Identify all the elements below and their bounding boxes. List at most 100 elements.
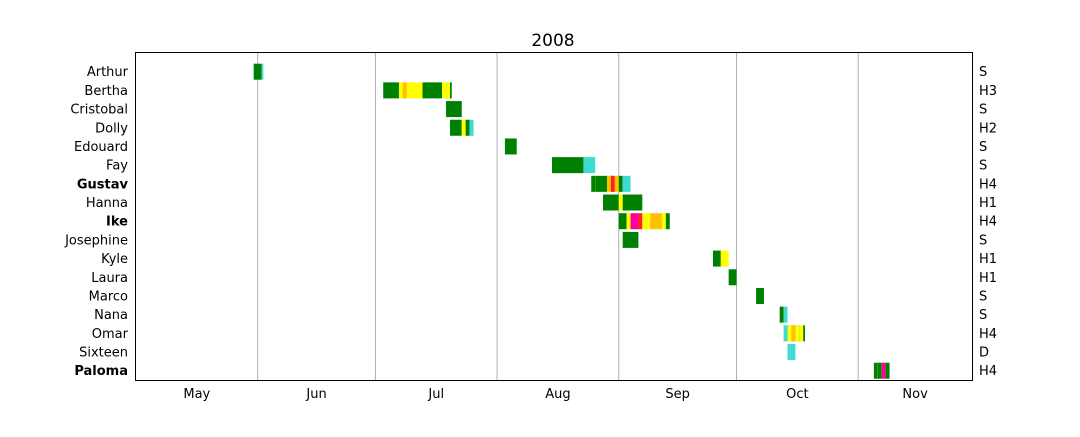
- storm-name-label: Fay: [106, 159, 128, 174]
- storm-category-label: H4: [979, 327, 997, 342]
- storm-category-label: S: [979, 289, 987, 304]
- storm-category-label: S: [979, 65, 987, 80]
- storm-segment: [606, 175, 611, 192]
- storm-name-label: Gustav: [77, 177, 129, 192]
- storm-segment: [618, 213, 627, 230]
- storm-name-label: Dolly: [95, 121, 128, 136]
- storm-name-label: Edouard: [74, 140, 128, 155]
- storm-category-label: S: [979, 103, 987, 118]
- storm-segment: [783, 325, 788, 342]
- storm-segment: [622, 175, 631, 192]
- storm-name-label: Laura: [91, 271, 128, 286]
- storm-segment: [779, 306, 784, 323]
- month-label: Jun: [305, 387, 326, 402]
- storm-segment: [665, 213, 670, 230]
- storm-segment: [650, 213, 662, 230]
- storm-name-label: Cristobal: [70, 103, 128, 118]
- storm-category-label: H3: [979, 84, 997, 99]
- storm-segment: [618, 175, 623, 192]
- storm-segment: [449, 119, 462, 136]
- storm-segment: [720, 250, 729, 267]
- storm-segment: [442, 82, 447, 99]
- storm-segment: [402, 82, 407, 99]
- storm-name-label: Bertha: [84, 84, 128, 99]
- storm-category-label: D: [979, 346, 989, 361]
- storm-category-label: H2: [979, 121, 997, 136]
- storm-segment: [661, 213, 666, 230]
- storm-name-label: Omar: [92, 327, 129, 342]
- storm-segment: [881, 362, 886, 379]
- storm-name-label: Hanna: [86, 196, 128, 211]
- month-label: Nov: [902, 387, 928, 402]
- storm-segment: [610, 175, 615, 192]
- storm-segment: [873, 362, 878, 379]
- storm-segment: [618, 194, 623, 211]
- storm-segment: [626, 213, 631, 230]
- storm-category-label: H4: [979, 215, 997, 230]
- storm-segment: [728, 269, 737, 286]
- month-label: Oct: [786, 387, 808, 402]
- storm-segment: [410, 82, 423, 99]
- storm-segment: [504, 138, 517, 155]
- storm-segment: [449, 82, 452, 99]
- storm-segment: [446, 101, 462, 118]
- storm-segment: [446, 82, 450, 99]
- storm-segment: [261, 63, 264, 80]
- storm-segment: [583, 157, 596, 174]
- storm-bars: [253, 63, 890, 379]
- month-label: Jul: [427, 387, 444, 402]
- storm-segment: [465, 119, 470, 136]
- gridlines: [257, 53, 859, 381]
- storm-segment: [787, 344, 796, 361]
- storm-segment: [799, 325, 804, 342]
- storm-category-label: S: [979, 233, 987, 248]
- storm-category-label: S: [979, 159, 987, 174]
- month-label: Sep: [665, 387, 690, 402]
- storm-category-label: H4: [979, 177, 997, 192]
- storm-category-label: S: [979, 140, 987, 155]
- storm-segment: [787, 325, 792, 342]
- storm-segment: [552, 157, 584, 174]
- storm-segment: [406, 82, 411, 99]
- storm-segment: [591, 175, 596, 192]
- storm-segment: [461, 119, 466, 136]
- storm-name-label: Josephine: [64, 233, 128, 248]
- month-label: May: [183, 387, 210, 402]
- storm-segment: [398, 82, 403, 99]
- storm-segment: [638, 213, 643, 230]
- storm-name-label: Sixteen: [79, 346, 128, 361]
- storm-name-label: Marco: [89, 289, 128, 304]
- chart-title: 2008: [531, 31, 574, 51]
- y-axis-left-labels: Arthur Bertha Cristobal Dolly Edouard Fay Gust…: [64, 65, 129, 379]
- storm-segment: [595, 175, 607, 192]
- plot-area-frame: [135, 52, 973, 381]
- storm-category-label: H1: [979, 252, 997, 267]
- storm-segment: [712, 250, 721, 267]
- storm-segment: [877, 362, 882, 379]
- storm-segment: [885, 362, 890, 379]
- storm-name-label: Kyle: [101, 252, 128, 267]
- storm-segment: [791, 325, 796, 342]
- storm-segment: [622, 194, 643, 211]
- storm-segment: [630, 213, 639, 230]
- storm-segment: [642, 213, 651, 230]
- storm-category-label: H1: [979, 196, 997, 211]
- storm-category-label: H1: [979, 271, 997, 286]
- storm-segment: [622, 231, 639, 248]
- storm-name-label: Arthur: [87, 65, 129, 80]
- storm-segment: [756, 287, 764, 304]
- storm-segment: [383, 82, 399, 99]
- x-axis-month-labels: May Jun Jul Aug Sep Oct Nov: [183, 387, 928, 402]
- storm-name-label: Nana: [94, 308, 128, 323]
- storm-name-label: Ike: [106, 215, 128, 230]
- storm-segment: [422, 82, 443, 99]
- storm-name-label: Paloma: [74, 364, 128, 379]
- storm-segment: [253, 63, 262, 80]
- storm-segment: [783, 306, 788, 323]
- storm-category-label: H4: [979, 364, 997, 379]
- storm-category-label: S: [979, 308, 987, 323]
- storm-segment: [795, 325, 800, 342]
- storm-segment: [603, 194, 619, 211]
